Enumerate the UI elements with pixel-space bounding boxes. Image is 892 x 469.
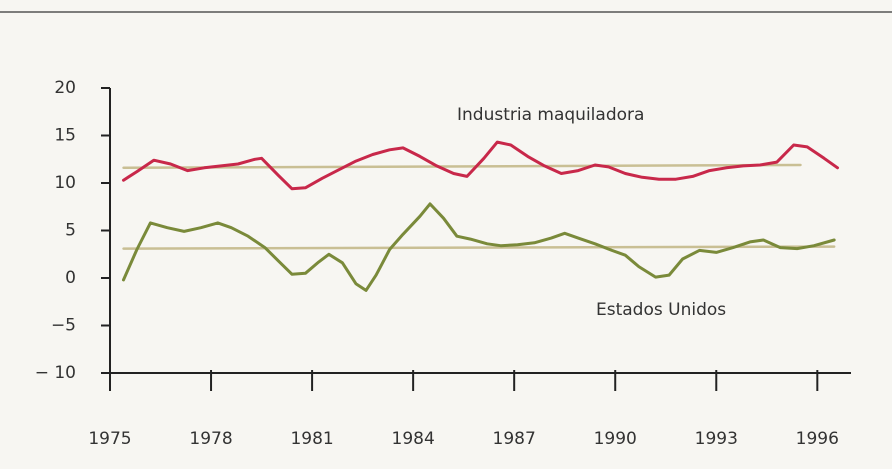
x-tick-label: 1996 xyxy=(796,429,839,449)
x-tick-label: 1987 xyxy=(493,429,536,449)
annotation: Estados Unidos xyxy=(596,300,726,320)
x-tick-label: 1993 xyxy=(695,429,738,449)
y-tick-label: 15 xyxy=(54,126,76,146)
x-tick-label: 1975 xyxy=(88,429,131,449)
x-tick-label: 1981 xyxy=(290,429,333,449)
y-tick-label: 10 xyxy=(54,173,76,193)
y-tick-label: −5 xyxy=(51,316,76,336)
y-tick-label: − 10 xyxy=(35,363,76,383)
x-tick-label: 1990 xyxy=(594,429,637,449)
x-tick-label: 1978 xyxy=(189,429,232,449)
x-tick-label: 1984 xyxy=(392,429,435,449)
y-tick-label: 0 xyxy=(65,268,76,288)
trend-line xyxy=(122,245,836,250)
trend-line xyxy=(122,163,802,170)
data-line xyxy=(122,140,839,191)
y-tick-label: 5 xyxy=(65,221,76,241)
y-tick-label: 20 xyxy=(54,78,76,98)
data-line xyxy=(122,202,836,292)
annotation: Industria maquiladora xyxy=(457,105,644,125)
